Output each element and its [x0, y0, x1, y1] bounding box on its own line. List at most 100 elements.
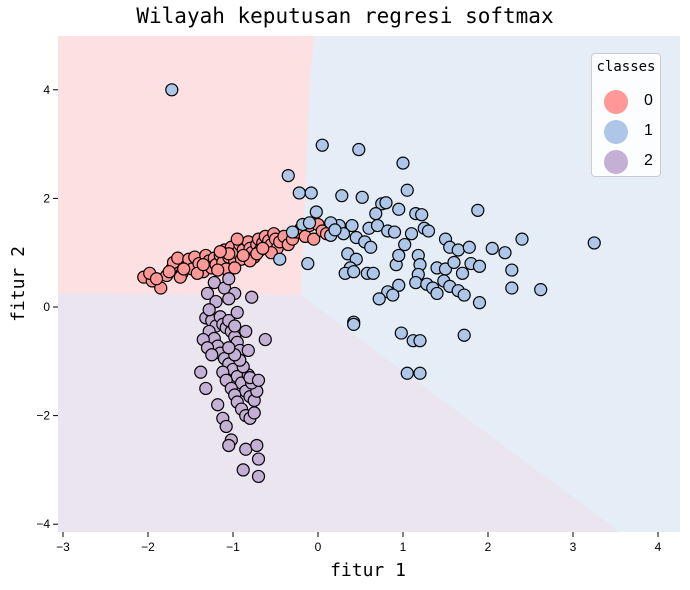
data-point-class-1 [364, 240, 378, 254]
data-point-class-1 [505, 281, 519, 295]
data-point-class-1 [355, 190, 369, 204]
data-point-class-1 [451, 243, 465, 257]
data-point-class-2 [202, 303, 216, 317]
x-tick-label: 1 [400, 540, 407, 554]
data-point-class-2 [247, 406, 261, 420]
data-point-class-1 [447, 255, 461, 270]
data-point-class-2 [211, 398, 225, 412]
data-point-class-1 [328, 223, 342, 237]
data-point-class-1 [396, 156, 410, 170]
data-point-class-2 [219, 419, 233, 434]
data-point-class-1 [285, 225, 300, 239]
data-point-class-1 [370, 218, 385, 233]
x-axis-label: fitur 1 [330, 560, 406, 581]
data-point-class-0 [307, 232, 321, 246]
data-point-class-2 [251, 373, 266, 387]
y-tick-label: −2 [36, 409, 50, 423]
data-point-class-0 [196, 258, 210, 272]
decision-regions [58, 36, 680, 532]
data-point-class-1 [392, 278, 406, 292]
data-point-class-1 [369, 207, 383, 221]
x-tick-label: 4 [655, 540, 662, 554]
data-point-class-1 [301, 256, 315, 271]
data-point-class-1 [505, 263, 519, 277]
data-point-class-1 [273, 252, 287, 266]
x-tick-label: 2 [485, 540, 492, 554]
data-point-class-2 [258, 332, 272, 347]
legend-label: 2 [644, 152, 653, 169]
data-point-class-1 [400, 366, 414, 380]
data-point-class-1 [409, 275, 423, 290]
data-point-class-1 [394, 326, 408, 340]
data-point-class-1 [392, 248, 406, 263]
data-point-class-1 [471, 203, 485, 217]
data-point-class-1 [315, 138, 329, 152]
data-point-class-2 [230, 305, 244, 320]
data-point-class-2 [245, 290, 259, 304]
data-point-class-1 [304, 186, 318, 200]
data-point-class-2 [239, 324, 253, 339]
data-point-class-1 [457, 288, 471, 302]
data-point-class-0 [228, 261, 242, 275]
data-point-class-1 [379, 196, 393, 210]
data-point-class-2 [228, 319, 242, 333]
data-point-class-1 [472, 259, 487, 273]
legend-title: classes [596, 59, 656, 75]
x-tick-label: 3 [570, 540, 577, 554]
chart-title: Wilayah keputusan regresi softmax [136, 4, 554, 28]
x-tick-label: 0 [315, 540, 322, 554]
data-point-class-1 [462, 240, 476, 254]
data-point-class-1 [302, 216, 317, 230]
region-class-0 [58, 36, 314, 296]
data-point-class-1 [498, 246, 512, 260]
data-point-class-0 [236, 248, 250, 263]
y-tick-label: −4 [36, 517, 50, 531]
data-point-class-2 [239, 442, 253, 456]
data-point-class-2 [207, 275, 221, 290]
data-point-class-1 [430, 286, 444, 301]
data-point-class-1 [455, 266, 470, 280]
data-point-class-1 [347, 265, 361, 279]
data-point-class-1 [392, 202, 406, 216]
data-point-class-1 [292, 186, 306, 200]
data-point-class-1 [400, 183, 414, 197]
data-point-class-1 [421, 224, 436, 238]
data-point-class-0 [162, 265, 176, 279]
data-point-class-0 [213, 245, 227, 259]
y-tick-label: 4 [43, 83, 50, 97]
y-axis-label: fitur 2 [8, 246, 29, 322]
legend-item-class-2: 2 [592, 146, 660, 176]
legend-label: 1 [644, 122, 653, 139]
y-tick-label: 0 [43, 300, 50, 314]
legend-label: 0 [644, 92, 653, 109]
data-point-class-0 [256, 241, 270, 255]
data-point-class-1 [281, 168, 295, 183]
data-point-class-1 [347, 317, 361, 331]
data-point-class-2 [241, 343, 255, 358]
data-point-class-2 [222, 438, 236, 453]
data-point-class-2 [251, 469, 266, 484]
data-point-class-1 [485, 241, 499, 255]
data-point-class-2 [194, 365, 208, 379]
data-point-class-1 [404, 227, 419, 241]
data-point-class-2 [205, 348, 219, 362]
legend-item-class-0: 0 [592, 86, 660, 116]
legend-marker-icon [604, 120, 628, 144]
y-tick-label: 2 [43, 191, 50, 205]
data-point-class-1 [587, 236, 601, 250]
data-point-class-1 [345, 218, 359, 233]
data-point-class-1 [352, 142, 366, 157]
data-point-class-1 [165, 83, 179, 97]
data-point-class-2 [200, 286, 215, 301]
data-point-class-1 [372, 292, 386, 306]
data-point-class-1 [534, 283, 548, 297]
x-tick-label: −1 [226, 540, 240, 554]
data-point-class-2 [199, 381, 213, 396]
x-axis-ticks: −3 −2 −1 0 1 2 3 4 [56, 532, 662, 554]
data-point-class-1 [309, 205, 323, 219]
region-class-1 [301, 36, 680, 532]
data-point-class-1 [386, 288, 400, 302]
legend-marker-icon [604, 150, 628, 174]
data-point-class-2 [222, 272, 236, 286]
